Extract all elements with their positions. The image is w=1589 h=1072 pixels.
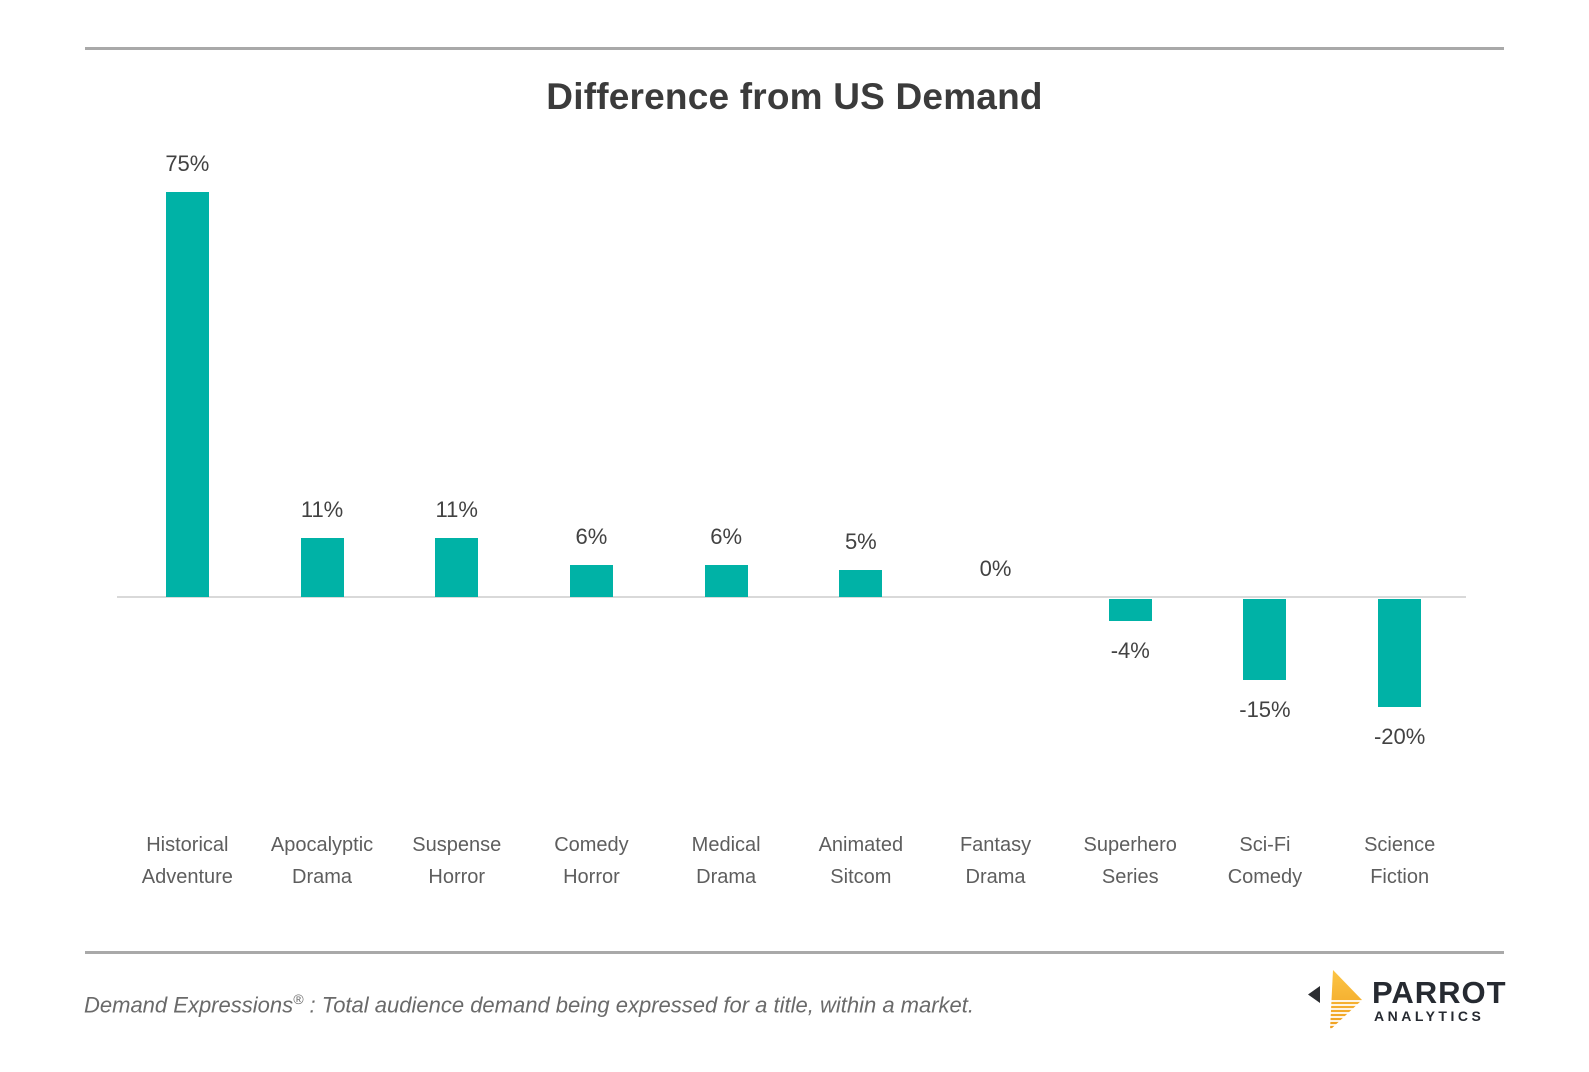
footnote: Demand Expressions® : Total audience dem… <box>84 984 974 1020</box>
category-label-superhero-series: Superhero Series <box>1083 834 1177 888</box>
category-label-sci-fi-comedy: Sci-Fi Comedy <box>1227 834 1303 888</box>
category-label-comedy-horror: Comedy Horror <box>554 834 629 888</box>
bar-suspense-horror <box>435 537 479 597</box>
value-label-animated-sitcom: 5% <box>844 529 877 554</box>
value-label-sci-fi-comedy: -15% <box>1239 697 1291 722</box>
registered-trademark-icon: ® <box>293 991 304 1007</box>
value-label-historical-adventure: 75% <box>165 151 210 176</box>
bar-apocalyptic-drama <box>300 537 344 597</box>
chart-title: Difference from US Demand <box>546 76 1043 117</box>
bar-historical-adventure <box>165 192 209 597</box>
logo-subtitle-text: ANALYTICS <box>1374 1008 1485 1024</box>
value-label-comedy-horror: 6% <box>575 523 608 549</box>
footnote-definition: : Total audience demand being expressed … <box>303 992 975 1018</box>
bar-animated-sitcom <box>839 570 883 597</box>
bar-medical-drama <box>704 564 748 597</box>
bar-science-fiction <box>1378 599 1422 707</box>
parrot-logo-mark-icon <box>1308 970 1364 1030</box>
value-label-superhero-series: -4% <box>1110 637 1150 663</box>
value-label-medical-drama: 6% <box>710 523 743 549</box>
bar-superhero-series <box>1108 599 1152 621</box>
footnote-term: Demand Expressions <box>84 992 294 1018</box>
zero-axis-line <box>117 596 1466 598</box>
category-label-science-fiction: Science Fiction <box>1364 834 1436 888</box>
top-divider <box>85 47 1504 50</box>
parrot-analytics-logo: PARROT ANALYTICS <box>1300 956 1510 1034</box>
category-label-animated-sitcom: Animated Sitcom <box>818 834 904 888</box>
category-label-fantasy-drama: Fantasy Drama <box>959 834 1032 888</box>
value-label-fantasy-drama: 0% <box>979 556 1012 581</box>
value-label-suspense-horror: 11% <box>435 496 478 522</box>
bar-comedy-horror <box>569 564 613 597</box>
category-label-suspense-horror: Suspense Horror <box>412 834 502 888</box>
logo-brand-text: PARROT <box>1372 975 1507 1010</box>
category-label-apocalyptic-drama: Apocalyptic Drama <box>270 834 374 888</box>
category-label-historical-adventure: Historical Adventure <box>141 834 233 888</box>
value-label-apocalyptic-drama: 11% <box>300 496 344 522</box>
bar-sci-fi-comedy <box>1243 599 1287 680</box>
bottom-divider <box>85 951 1504 954</box>
category-label-medical-drama: Medical Drama <box>691 834 761 888</box>
value-label-science-fiction: -20% <box>1373 724 1426 749</box>
